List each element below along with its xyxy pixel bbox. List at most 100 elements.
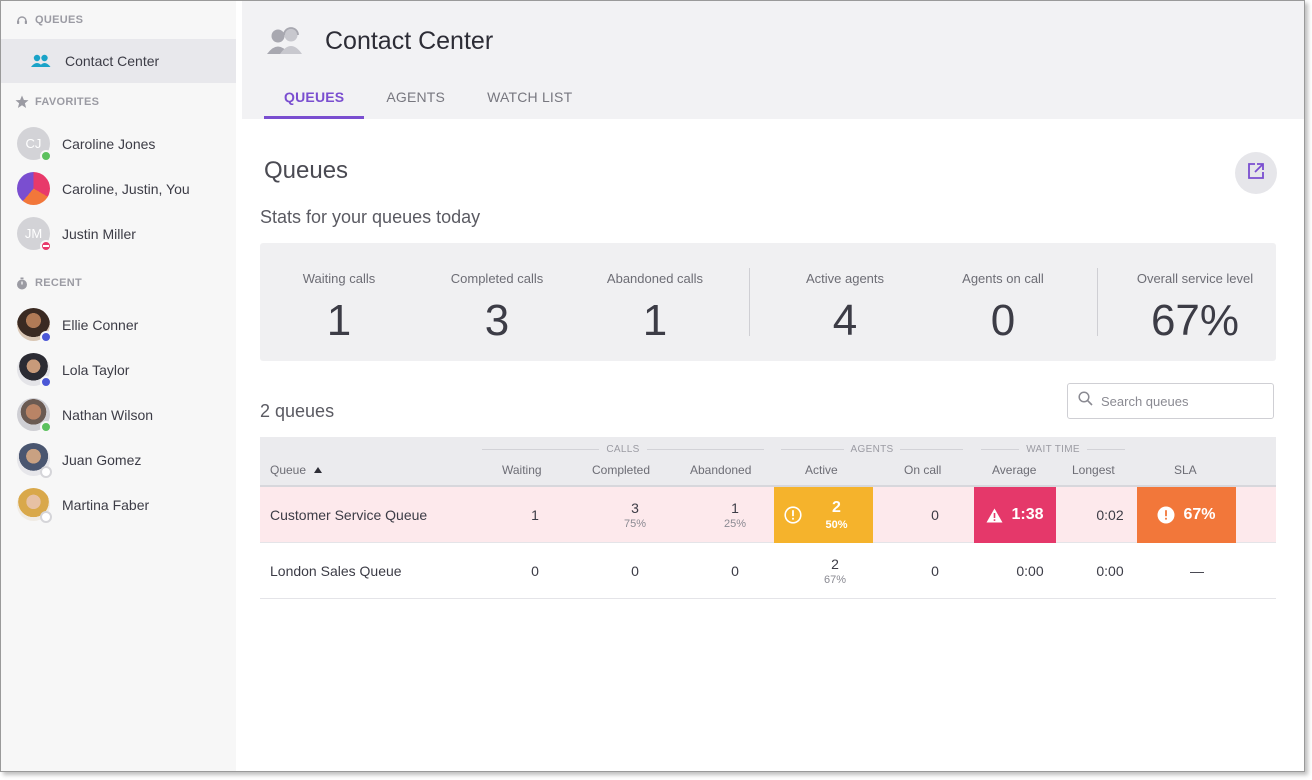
status-away-icon bbox=[40, 331, 52, 343]
stat-value: 0 bbox=[990, 296, 1016, 345]
contact-name: Lola Taylor bbox=[62, 361, 130, 378]
queues-section-heading: QUEUES bbox=[1, 1, 236, 39]
avatar bbox=[17, 308, 52, 343]
contact-name: Caroline, Justin, You bbox=[62, 180, 190, 197]
completed-percent: 75% bbox=[623, 518, 647, 530]
waiting-cell: 1 bbox=[531, 507, 539, 523]
warning-circle-icon bbox=[784, 506, 802, 524]
avatar bbox=[17, 488, 52, 523]
external-link-icon bbox=[1246, 161, 1266, 186]
queues-heading-label: QUEUES bbox=[35, 14, 84, 26]
table-row[interactable]: Customer Service Queue 1 3 75% 1 25% 2 bbox=[260, 487, 1276, 543]
completed-value: 3 bbox=[631, 500, 639, 516]
sidebar-item-juan-gomez[interactable]: Juan Gomez bbox=[1, 437, 236, 482]
sidebar-item-contact-center[interactable]: Contact Center bbox=[1, 39, 236, 83]
stats-subtitle: Stats for your queues today bbox=[260, 207, 481, 227]
stat-waiting-calls: Waiting calls 1 bbox=[264, 271, 414, 346]
alert-circle-icon bbox=[1157, 506, 1175, 524]
group-label: CALLS bbox=[606, 444, 640, 455]
waiting-cell: 0 bbox=[531, 563, 539, 579]
contact-name: Martina Faber bbox=[62, 496, 150, 513]
on-call-cell: 0 bbox=[931, 563, 939, 579]
stats-panel: Waiting calls 1 Completed calls 3 Abando… bbox=[260, 243, 1276, 361]
column-header-queue[interactable]: Queue bbox=[270, 463, 323, 477]
queues-table: CALLS AGENTS WAIT TIME Queue Waiting Com… bbox=[260, 437, 1276, 599]
search-icon bbox=[1078, 391, 1093, 411]
abandoned-percent: 25% bbox=[723, 518, 747, 530]
abandoned-cell: 0 bbox=[731, 563, 739, 579]
stat-agents-on-call: Agents on call 0 bbox=[928, 271, 1078, 346]
tab-queues[interactable]: QUEUES bbox=[264, 77, 365, 119]
avatar-initials: CJ bbox=[25, 136, 42, 151]
main-content: Contact Center QUEUES AGENTS WATCH LIST … bbox=[242, 1, 1304, 771]
alert-triangle-icon bbox=[986, 508, 1003, 523]
stat-abandoned-calls: Abandoned calls 1 bbox=[580, 271, 730, 346]
column-header-active[interactable]: Active bbox=[805, 463, 838, 477]
column-label: Queue bbox=[270, 463, 307, 477]
avatar-initials: JM bbox=[24, 226, 43, 241]
tab-agents[interactable]: AGENTS bbox=[386, 89, 446, 105]
sla-cell: — bbox=[1190, 563, 1204, 579]
stat-service-level: Overall service level 67% bbox=[1110, 271, 1280, 346]
sidebar-item-caroline-jones[interactable]: CJ Caroline Jones bbox=[1, 121, 236, 166]
stats-divider bbox=[749, 268, 750, 336]
contact-center-icon bbox=[266, 27, 304, 55]
sidebar-item-ellie-conner[interactable]: Ellie Conner bbox=[1, 302, 236, 347]
sidebar-item-martina-faber[interactable]: Martina Faber bbox=[1, 482, 236, 527]
stat-active-agents: Active agents 4 bbox=[770, 271, 920, 346]
column-header-waiting[interactable]: Waiting bbox=[502, 463, 542, 477]
contact-name: Ellie Conner bbox=[62, 316, 139, 333]
sla-alert: 67% bbox=[1137, 487, 1236, 543]
table-row[interactable]: London Sales Queue 0 0 0 2 67% 0 0:00 0:… bbox=[260, 543, 1276, 599]
stat-value: 1 bbox=[326, 296, 352, 345]
column-header-average[interactable]: Average bbox=[992, 463, 1037, 477]
group-label: WAIT TIME bbox=[1026, 444, 1080, 455]
abandoned-value: 1 bbox=[731, 500, 739, 516]
active-agents-value-stack: 2 50% bbox=[825, 499, 847, 531]
status-offline-icon bbox=[40, 511, 52, 523]
sla-value: 67% bbox=[1183, 506, 1216, 523]
sidebar-item-justin-miller[interactable]: JM Justin Miller bbox=[1, 211, 236, 256]
avatar: JM bbox=[17, 217, 52, 252]
queue-name: Customer Service Queue bbox=[270, 507, 428, 523]
sidebar-item-group-chat[interactable]: Caroline, Justin, You bbox=[1, 166, 236, 211]
avatar bbox=[17, 398, 52, 433]
open-external-button[interactable] bbox=[1235, 152, 1277, 194]
stat-label: Waiting calls bbox=[302, 271, 376, 286]
queue-count: 2 queues bbox=[260, 401, 335, 421]
stat-label: Completed calls bbox=[450, 271, 544, 286]
tab-bar: QUEUES AGENTS WATCH LIST bbox=[264, 77, 592, 119]
stat-label: Abandoned calls bbox=[606, 271, 704, 286]
status-online-icon bbox=[40, 150, 52, 162]
sidebar-item-label: Contact Center bbox=[65, 53, 160, 69]
stat-value: 3 bbox=[484, 296, 510, 345]
contact-name: Caroline Jones bbox=[62, 135, 156, 152]
star-icon bbox=[15, 95, 29, 109]
active-percent: 67% bbox=[823, 574, 847, 586]
column-header-sla[interactable]: SLA bbox=[1174, 463, 1197, 477]
column-header-completed[interactable]: Completed bbox=[592, 463, 651, 477]
page-title: Queues bbox=[264, 157, 349, 184]
stat-label: Overall service level bbox=[1136, 271, 1254, 286]
avatar bbox=[17, 443, 52, 478]
active-value: 2 bbox=[832, 499, 841, 516]
stats-divider bbox=[1097, 268, 1098, 336]
completed-cell: 0 bbox=[631, 563, 639, 579]
group-wait-time: WAIT TIME bbox=[981, 444, 1126, 455]
status-dnd-icon bbox=[40, 240, 52, 252]
stat-label: Active agents bbox=[805, 271, 885, 286]
tab-watch-list[interactable]: WATCH LIST bbox=[487, 89, 573, 105]
sidebar-item-lola-taylor[interactable]: Lola Taylor bbox=[1, 347, 236, 392]
column-header-abandoned[interactable]: Abandoned bbox=[690, 463, 752, 477]
stopwatch-icon bbox=[15, 276, 29, 290]
search-input[interactable] bbox=[1101, 393, 1261, 409]
group-calls: CALLS bbox=[482, 444, 764, 455]
sidebar: QUEUES Contact Center FAVORITES CJ Carol… bbox=[1, 1, 236, 771]
column-header-longest[interactable]: Longest bbox=[1072, 463, 1115, 477]
on-call-cell: 0 bbox=[931, 507, 939, 523]
column-header-on-call[interactable]: On call bbox=[904, 463, 942, 477]
contact-name: Justin Miller bbox=[62, 225, 136, 242]
sidebar-item-nathan-wilson[interactable]: Nathan Wilson bbox=[1, 392, 236, 437]
contact-name: Nathan Wilson bbox=[62, 406, 154, 423]
